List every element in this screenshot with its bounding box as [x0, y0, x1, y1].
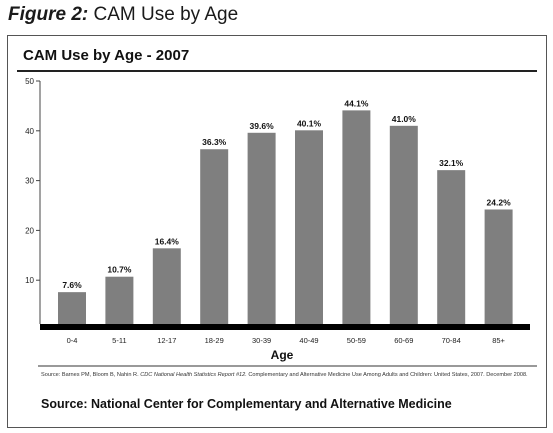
y-tick-label-10: 10 — [25, 276, 34, 285]
x-tick-label-0-4: 0-4 — [67, 336, 78, 345]
chart-title: CAM Use by Age - 2007 — [23, 47, 190, 64]
y-tick-label-30: 30 — [25, 177, 34, 186]
bar-70-84 — [437, 170, 466, 324]
x-axis-title: Age — [271, 348, 294, 362]
bar-18-29 — [200, 149, 229, 324]
data-label-18-29: 36.3% — [202, 137, 227, 147]
x-axis-baseline — [40, 324, 530, 330]
data-label-70-84: 32.1% — [439, 158, 464, 168]
y-tick-label-50: 50 — [25, 77, 34, 86]
data-label-12-17: 16.4% — [155, 236, 180, 246]
data-label-50-59: 44.1% — [344, 98, 369, 108]
citation-title: Complementary and Alternative Medicine U… — [248, 372, 528, 378]
figure-heading: Figure 2: CAM Use by Age — [8, 4, 238, 26]
bar-85+ — [484, 209, 513, 324]
citation-authors: Source: Barnes PM, Bloom B, Nahin R. — [41, 372, 139, 378]
figure-label: Figure 2: — [8, 4, 89, 25]
y-tick-label-20: 20 — [25, 226, 34, 235]
data-label-85+: 24.2% — [487, 197, 512, 207]
y-tick-label-40: 40 — [25, 127, 34, 136]
x-tick-label-85+: 85+ — [492, 336, 505, 345]
x-tick-label-60-69: 60-69 — [394, 336, 413, 345]
x-tick-label-70-84: 70-84 — [442, 336, 461, 345]
x-tick-label-5-11: 5-11 — [112, 336, 126, 345]
citation-note: Source: Barnes PM, Bloom B, Nahin R. CDC… — [41, 372, 536, 379]
bar-0-4 — [58, 292, 86, 324]
data-label-0-4: 7.6% — [62, 280, 82, 290]
bar-5-11 — [105, 276, 134, 324]
x-tick-label-40-49: 40-49 — [299, 336, 318, 345]
bar-30-39 — [247, 132, 276, 324]
bar-40-49 — [295, 130, 323, 324]
source-line: Source: National Center for Complementar… — [41, 397, 452, 411]
citation-journal: CDC National Health Statistics Report #1… — [140, 372, 247, 378]
bar-60-69 — [389, 125, 418, 324]
x-tick-label-30-39: 30-39 — [252, 336, 271, 345]
x-tick-label-50-59: 50-59 — [347, 336, 366, 345]
bar-50-59 — [342, 110, 371, 324]
data-label-30-39: 39.6% — [250, 121, 275, 131]
bar-12-17 — [152, 248, 181, 324]
x-tick-label-18-29: 18-29 — [205, 336, 224, 345]
data-label-60-69: 41.0% — [392, 114, 417, 124]
data-label-5-11: 10.7% — [107, 265, 132, 275]
figure-caption: CAM Use by Age — [93, 4, 239, 25]
x-tick-label-12-17: 12-17 — [157, 336, 176, 345]
title-rule — [17, 70, 537, 72]
data-label-40-49: 40.1% — [297, 118, 322, 128]
